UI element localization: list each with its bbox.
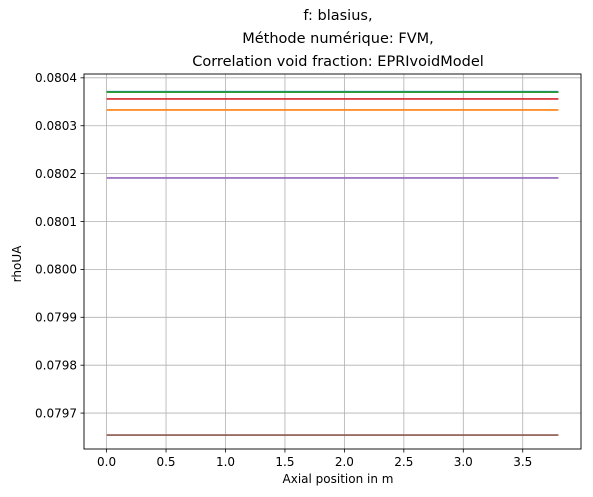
x-tick-label: 1.0 bbox=[216, 455, 235, 469]
x-tick-label: 0.0 bbox=[97, 455, 116, 469]
x-axis-label: Axial position in m bbox=[283, 472, 394, 486]
title-line-1: f: blasius, bbox=[303, 8, 372, 24]
x-tick-label: 3.0 bbox=[454, 455, 473, 469]
title-line-2: Méthode numérique: FVM, bbox=[242, 31, 434, 47]
y-tick-label: 0.0798 bbox=[35, 358, 77, 372]
x-tick-label: 2.5 bbox=[394, 455, 413, 469]
y-tick-label: 0.0804 bbox=[35, 71, 77, 85]
chart-title: f: blasius, Méthode numérique: FVM, Corr… bbox=[192, 8, 484, 70]
grid bbox=[84, 74, 581, 449]
y-axis: 0.0797 0.0798 0.0799 0.0800 0.0801 0.0802 0.08… bbox=[35, 71, 84, 420]
plot-area bbox=[83, 73, 582, 450]
x-tick-label: 1.5 bbox=[275, 455, 294, 469]
y-tick-label: 0.0801 bbox=[35, 215, 77, 229]
y-tick-label: 0.0802 bbox=[35, 167, 77, 181]
y-tick-label: 0.0797 bbox=[35, 406, 77, 420]
y-axis-label: rhoUA bbox=[10, 245, 24, 282]
x-tick-label: 2.0 bbox=[335, 455, 354, 469]
y-tick-label: 0.0799 bbox=[35, 311, 77, 325]
series-lines bbox=[106, 90, 559, 436]
x-tick-label: 0.5 bbox=[156, 455, 175, 469]
x-tick-label: 3.5 bbox=[513, 455, 532, 469]
x-axis: 0.0 0.5 1.0 1.5 2.0 2.5 3.0 3.5 bbox=[97, 449, 532, 469]
title-line-3: Correlation void fraction: EPRIvoidModel bbox=[192, 54, 484, 70]
y-tick-label: 0.0800 bbox=[35, 263, 77, 277]
y-tick-label: 0.0803 bbox=[35, 119, 77, 133]
